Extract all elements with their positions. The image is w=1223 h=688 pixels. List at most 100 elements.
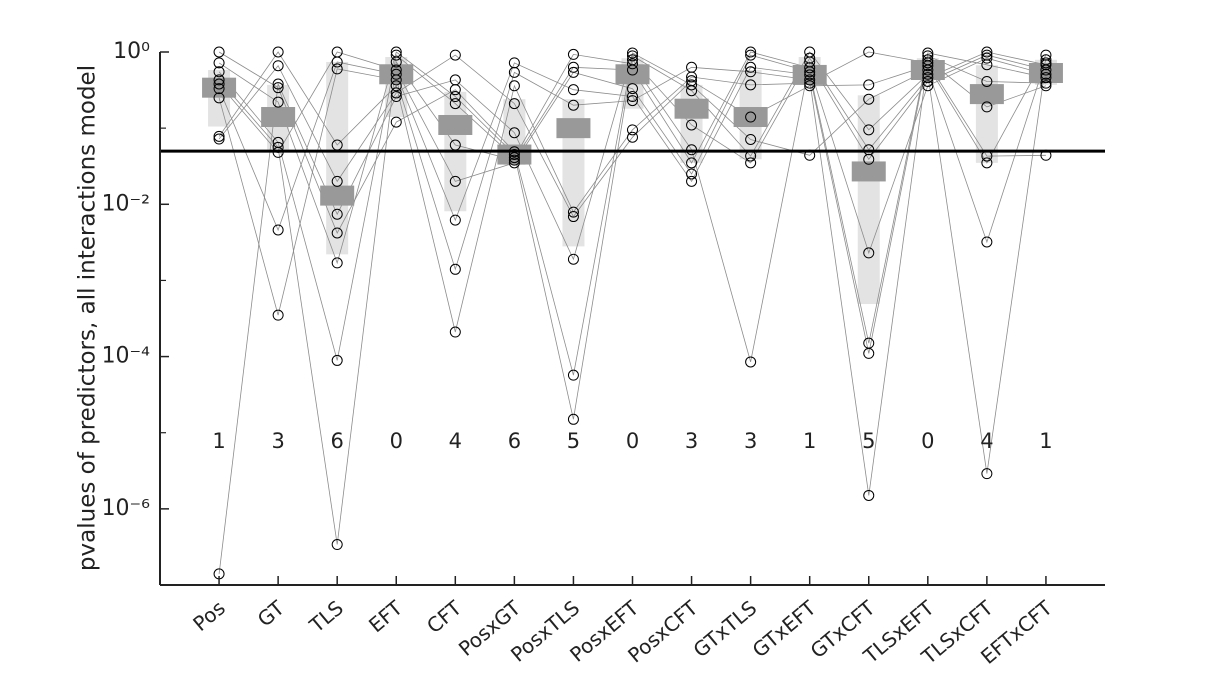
point [1040,80,1052,92]
count-label: 3 [744,429,757,453]
point [745,133,757,145]
point [863,79,875,91]
count-label: 3 [271,429,284,453]
count-label: 4 [449,429,462,453]
x-tick-label: GTxEFT [748,595,821,662]
point [449,175,461,187]
point [449,326,461,338]
point [331,354,343,366]
point [804,80,816,92]
point [508,157,520,169]
point [981,101,993,113]
point [331,63,343,75]
point [804,66,816,78]
point [331,539,343,551]
median-box [320,185,355,206]
point [508,127,520,139]
point [627,58,638,70]
point [1040,49,1052,61]
x-tick-label: EFT [364,595,408,637]
point [981,157,993,169]
point [272,78,284,90]
point [922,75,934,87]
y-tick-label: 10⁰ [113,39,150,64]
point [449,49,461,61]
point [213,66,225,78]
point [272,224,284,236]
point [567,48,579,60]
subject-line [218,52,1047,574]
point [627,50,638,62]
point [213,130,225,142]
point [272,82,284,94]
point [390,80,402,92]
point [331,175,343,187]
point [508,154,520,166]
median-box [202,77,237,98]
point [272,60,284,72]
point [1040,54,1052,66]
point [745,66,757,78]
point [745,157,757,169]
point [981,468,993,480]
point [863,46,875,58]
point [627,124,638,136]
point [627,91,638,103]
subject-line [218,51,1046,420]
median-box [379,64,414,85]
point [686,75,698,87]
point [981,52,993,64]
count-label: 1 [212,429,225,453]
point [863,247,875,259]
point [508,66,520,78]
point [213,78,225,90]
point [627,83,638,95]
point [686,168,698,180]
count-label: 1 [1039,429,1052,453]
point [567,413,579,425]
median-box [497,144,532,165]
point [567,211,579,223]
point [922,80,934,92]
point [567,206,579,218]
subject-line [218,51,1047,474]
point [745,79,757,91]
point [390,74,402,86]
point [213,57,225,69]
point [331,227,343,239]
subject-line [218,53,1046,363]
point [508,80,520,92]
count-label: 0 [921,429,934,453]
point [508,149,520,161]
point [627,95,638,107]
point [804,62,816,74]
point [508,152,520,164]
point [390,68,402,80]
median-box [674,98,709,119]
point [922,64,934,76]
point [390,56,402,68]
point [567,99,579,111]
point [686,71,698,83]
median-box [261,107,296,128]
point [449,263,461,275]
point [213,133,225,145]
point [863,153,875,165]
point [922,68,934,80]
point [272,46,284,58]
point [981,46,993,58]
point [686,79,698,91]
point [627,131,638,143]
point [390,87,402,99]
point [331,56,343,68]
point [863,489,875,501]
subject-line [218,55,1046,354]
point [922,60,934,72]
point [981,75,993,87]
point [745,61,757,73]
iqr-bar [326,61,349,255]
median-box [733,107,768,128]
median-box [615,64,650,85]
